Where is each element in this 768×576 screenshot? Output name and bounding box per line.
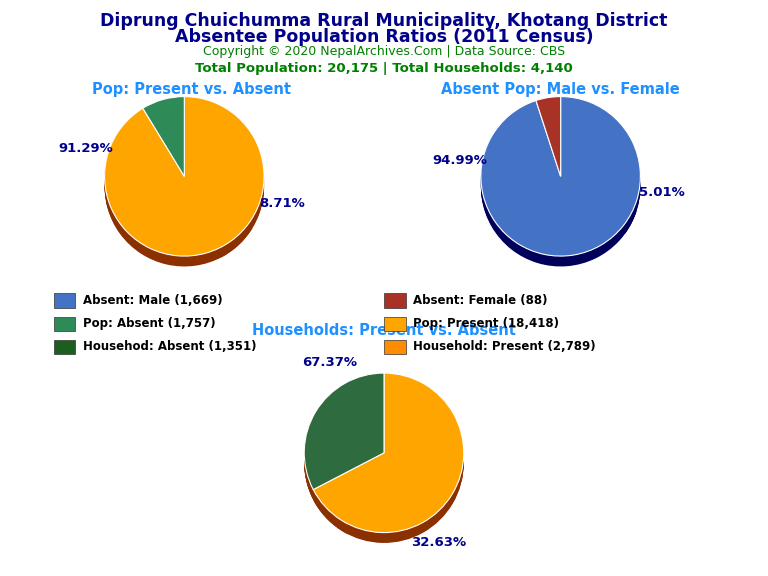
- Wedge shape: [304, 386, 464, 537]
- Wedge shape: [304, 393, 384, 529]
- Wedge shape: [304, 387, 464, 538]
- Wedge shape: [536, 97, 561, 176]
- Wedge shape: [481, 101, 641, 260]
- Wedge shape: [313, 373, 464, 533]
- Wedge shape: [104, 99, 264, 259]
- Wedge shape: [304, 389, 384, 525]
- Wedge shape: [481, 97, 641, 257]
- Text: Absent: Female (88): Absent: Female (88): [413, 294, 548, 307]
- Wedge shape: [184, 181, 253, 252]
- Wedge shape: [104, 100, 264, 260]
- Wedge shape: [304, 395, 384, 532]
- Wedge shape: [184, 183, 253, 253]
- Text: Absentee Population Ratios (2011 Census): Absentee Population Ratios (2011 Census): [174, 28, 594, 46]
- Wedge shape: [304, 392, 464, 543]
- Wedge shape: [104, 107, 264, 267]
- Wedge shape: [184, 181, 253, 252]
- Text: Pop: Absent (1,757): Pop: Absent (1,757): [83, 317, 216, 330]
- Text: Total Population: 20,175 | Total Households: 4,140: Total Population: 20,175 | Total Househo…: [195, 62, 573, 75]
- Wedge shape: [304, 393, 384, 530]
- Wedge shape: [104, 97, 264, 257]
- Wedge shape: [304, 390, 464, 540]
- Wedge shape: [481, 105, 641, 265]
- Wedge shape: [481, 97, 641, 256]
- Wedge shape: [561, 177, 637, 224]
- Wedge shape: [184, 187, 253, 257]
- Wedge shape: [304, 392, 384, 528]
- Wedge shape: [561, 187, 637, 234]
- Wedge shape: [304, 385, 464, 535]
- Wedge shape: [561, 186, 637, 233]
- Wedge shape: [304, 388, 384, 525]
- Wedge shape: [304, 384, 464, 535]
- Wedge shape: [304, 395, 384, 530]
- Wedge shape: [304, 383, 464, 533]
- Text: Absent Pop: Male vs. Female: Absent Pop: Male vs. Female: [442, 82, 680, 97]
- Wedge shape: [184, 178, 253, 249]
- Wedge shape: [304, 392, 464, 542]
- Text: 67.37%: 67.37%: [302, 357, 357, 369]
- Text: Absent: Male (1,669): Absent: Male (1,669): [83, 294, 223, 307]
- Wedge shape: [304, 373, 384, 490]
- Wedge shape: [184, 184, 253, 255]
- Wedge shape: [481, 107, 641, 267]
- Wedge shape: [481, 102, 641, 262]
- Wedge shape: [184, 185, 253, 256]
- Wedge shape: [481, 98, 641, 258]
- Text: Pop: Present vs. Absent: Pop: Present vs. Absent: [92, 82, 292, 97]
- Text: 94.99%: 94.99%: [432, 154, 487, 167]
- Wedge shape: [143, 97, 184, 176]
- Wedge shape: [561, 181, 637, 228]
- Wedge shape: [304, 397, 384, 533]
- Wedge shape: [104, 103, 264, 262]
- Wedge shape: [304, 389, 464, 540]
- Text: Household: Present (2,789): Household: Present (2,789): [413, 340, 596, 353]
- Wedge shape: [481, 104, 641, 263]
- Wedge shape: [481, 100, 641, 260]
- Wedge shape: [104, 104, 264, 263]
- Wedge shape: [304, 391, 464, 541]
- Wedge shape: [481, 103, 641, 262]
- Wedge shape: [104, 98, 264, 258]
- Wedge shape: [561, 184, 637, 231]
- Text: Copyright © 2020 NepalArchives.Com | Data Source: CBS: Copyright © 2020 NepalArchives.Com | Dat…: [203, 45, 565, 58]
- Wedge shape: [184, 183, 253, 254]
- Wedge shape: [304, 396, 384, 532]
- Wedge shape: [104, 101, 264, 260]
- Wedge shape: [481, 99, 641, 259]
- Text: 5.01%: 5.01%: [638, 186, 684, 199]
- Wedge shape: [104, 102, 264, 262]
- Text: 8.71%: 8.71%: [260, 198, 306, 210]
- Wedge shape: [561, 183, 637, 229]
- Wedge shape: [561, 181, 637, 229]
- Text: Househod: Absent (1,351): Househod: Absent (1,351): [83, 340, 257, 353]
- Text: Pop: Present (18,418): Pop: Present (18,418): [413, 317, 559, 330]
- Wedge shape: [304, 388, 464, 539]
- Wedge shape: [184, 179, 253, 250]
- Wedge shape: [561, 179, 637, 226]
- Wedge shape: [561, 185, 637, 232]
- Wedge shape: [561, 183, 637, 230]
- Text: Households: Present vs. Absent: Households: Present vs. Absent: [252, 323, 516, 338]
- Text: 91.29%: 91.29%: [58, 142, 114, 156]
- Text: Diprung Chuichumma Rural Municipality, Khotang District: Diprung Chuichumma Rural Municipality, K…: [101, 12, 667, 29]
- Wedge shape: [184, 177, 253, 248]
- Wedge shape: [481, 106, 641, 266]
- Wedge shape: [481, 104, 641, 264]
- Text: 32.63%: 32.63%: [411, 536, 466, 550]
- Wedge shape: [184, 186, 253, 257]
- Wedge shape: [184, 180, 253, 251]
- Wedge shape: [561, 178, 637, 225]
- Wedge shape: [304, 385, 464, 536]
- Wedge shape: [104, 97, 264, 256]
- Wedge shape: [304, 398, 384, 534]
- Wedge shape: [304, 390, 384, 526]
- Wedge shape: [561, 180, 637, 227]
- Wedge shape: [104, 104, 264, 264]
- Wedge shape: [104, 105, 264, 265]
- Wedge shape: [104, 106, 264, 266]
- Wedge shape: [304, 391, 384, 527]
